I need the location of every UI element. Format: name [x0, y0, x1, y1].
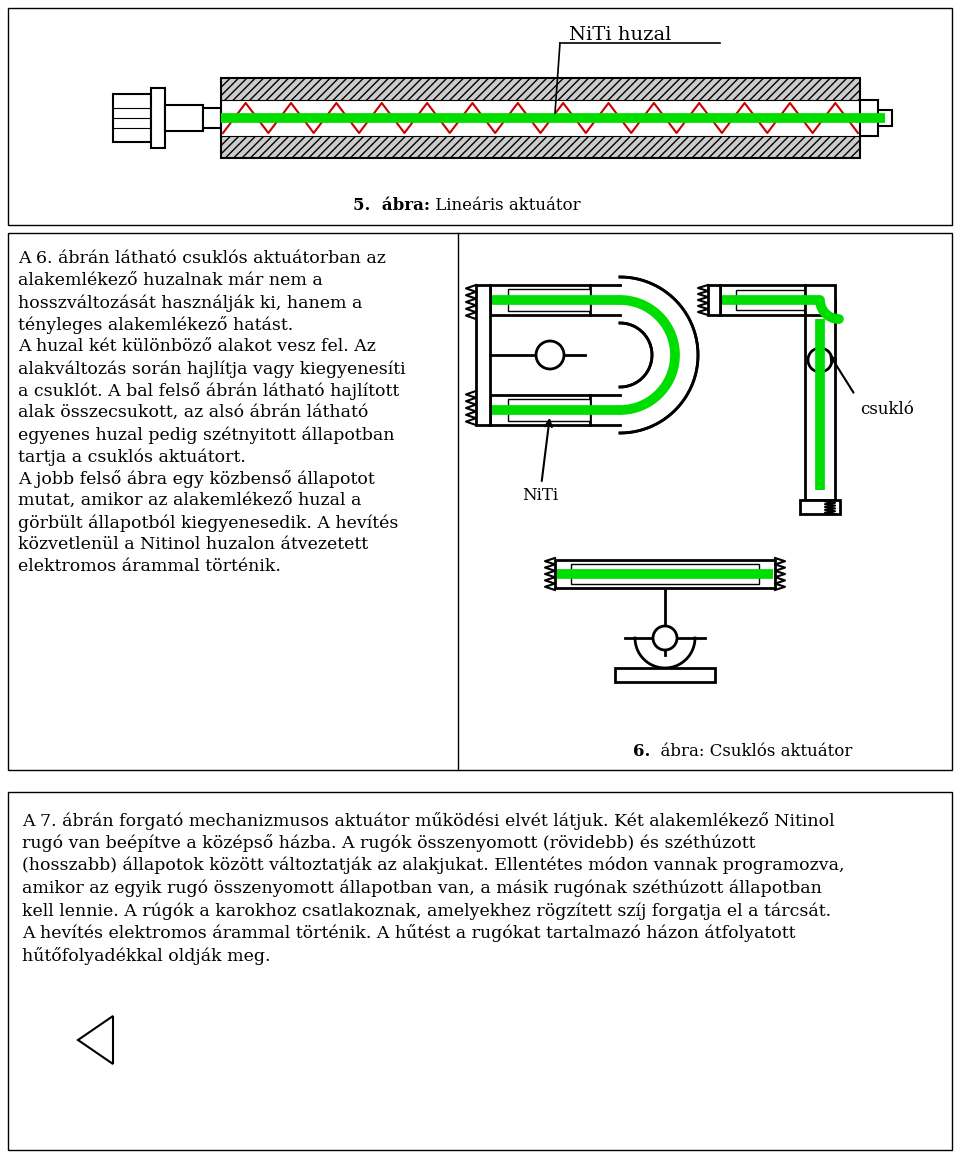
- Bar: [508, 400, 590, 422]
- Bar: [878, 110, 892, 126]
- Bar: [221, 78, 860, 157]
- Text: A 6. ábrán látható csuklós aktuátorban az: A 6. ábrán látható csuklós aktuátorban a…: [18, 250, 386, 267]
- Bar: [165, 105, 203, 131]
- Bar: [805, 285, 835, 315]
- Bar: [860, 100, 878, 135]
- Bar: [8, 792, 952, 1150]
- Circle shape: [808, 349, 832, 372]
- Text: A jobb felső ábra egy közbenső állapotot: A jobb felső ábra egy közbenső állapotot: [18, 470, 374, 488]
- Bar: [508, 290, 590, 312]
- Text: NiTi: NiTi: [522, 420, 558, 504]
- Bar: [720, 285, 805, 315]
- Text: egyenes huzal pedig szétnyitott állapotban: egyenes huzal pedig szétnyitott állapotb…: [18, 426, 395, 444]
- Bar: [805, 300, 835, 500]
- Text: kell lennie. A rúgók a karokhoz csatlakoznak, amelyekhez rögzített szíj forgatja: kell lennie. A rúgók a karokhoz csatlako…: [22, 902, 831, 919]
- Circle shape: [653, 626, 677, 650]
- Bar: [8, 8, 952, 225]
- Text: 5.  ábra:: 5. ábra:: [353, 197, 430, 213]
- Bar: [708, 285, 720, 315]
- Circle shape: [536, 340, 564, 369]
- Bar: [800, 500, 840, 514]
- Text: tényleges alakemlékező hatást.: tényleges alakemlékező hatást.: [18, 316, 293, 334]
- Text: hűtőfolyadékkal oldják meg.: hűtőfolyadékkal oldják meg.: [22, 947, 271, 965]
- Text: görbült állapotból kiegyenesedik. A hevítés: görbült állapotból kiegyenesedik. A heví…: [18, 514, 398, 532]
- Text: ábra: Csuklós aktuátor: ábra: Csuklós aktuátor: [650, 743, 852, 761]
- Text: rugó van beépítve a középső házba. A rugók összenyomott (rövidebb) és széthúzott: rugó van beépítve a középső házba. A rug…: [22, 835, 756, 852]
- Text: mutat, amikor az alakemlékező huzal a: mutat, amikor az alakemlékező huzal a: [18, 492, 361, 510]
- Polygon shape: [620, 277, 698, 433]
- Text: NiTi huzal: NiTi huzal: [569, 25, 671, 44]
- Bar: [203, 108, 221, 129]
- Text: A huzal két különböző alakot vesz fel. Az: A huzal két különböző alakot vesz fel. A…: [18, 338, 376, 356]
- Bar: [8, 233, 952, 770]
- Text: alakemlékező huzalnak már nem a: alakemlékező huzalnak már nem a: [18, 272, 323, 290]
- Text: hosszváltozását használják ki, hanem a: hosszváltozását használják ki, hanem a: [18, 294, 362, 312]
- Text: amikor az egyik rugó összenyomott állapotban van, a másik rugónak széthúzott áll: amikor az egyik rugó összenyomott állapo…: [22, 879, 822, 897]
- Text: tartja a csuklós aktuátort.: tartja a csuklós aktuátort.: [18, 448, 246, 466]
- Text: A hevítés elektromos árammal történik. A hűtést a rugókat tartalmazó házon átfol: A hevítés elektromos árammal történik. A…: [22, 924, 796, 943]
- Text: A 7. ábrán forgató mechanizmusos aktuátor működési elvét látjuk. Két alakemlékez: A 7. ábrán forgató mechanizmusos aktuáto…: [22, 812, 834, 830]
- Bar: [490, 395, 590, 425]
- Bar: [476, 285, 490, 425]
- Bar: [615, 668, 715, 682]
- Bar: [555, 560, 775, 588]
- Text: csukló: csukló: [860, 402, 914, 418]
- Bar: [571, 564, 759, 584]
- Text: a csuklót. A bal felső ábrán látható hajlított: a csuklót. A bal felső ábrán látható haj…: [18, 382, 399, 400]
- Text: 6.: 6.: [633, 743, 650, 761]
- Text: elektromos árammal történik.: elektromos árammal történik.: [18, 558, 281, 576]
- Text: közvetlenül a Nitinol huzalon átvezetett: közvetlenül a Nitinol huzalon átvezetett: [18, 536, 368, 554]
- Text: alak összecsukott, az alsó ábrán látható: alak összecsukott, az alsó ábrán látható: [18, 404, 369, 422]
- Bar: [113, 94, 151, 142]
- Bar: [221, 100, 860, 135]
- Bar: [490, 285, 590, 315]
- Text: Lineáris aktuátor: Lineáris aktuátor: [430, 197, 581, 213]
- Text: (hosszabb) állapotok között változtatják az alakjukat. Ellentétes módon vannak p: (hosszabb) állapotok között változtatják…: [22, 857, 845, 874]
- Text: alakváltozás során hajlítja vagy kiegyenesíti: alakváltozás során hajlítja vagy kiegyen…: [18, 360, 406, 378]
- Polygon shape: [78, 1016, 113, 1064]
- Bar: [151, 88, 165, 148]
- Bar: [736, 290, 805, 310]
